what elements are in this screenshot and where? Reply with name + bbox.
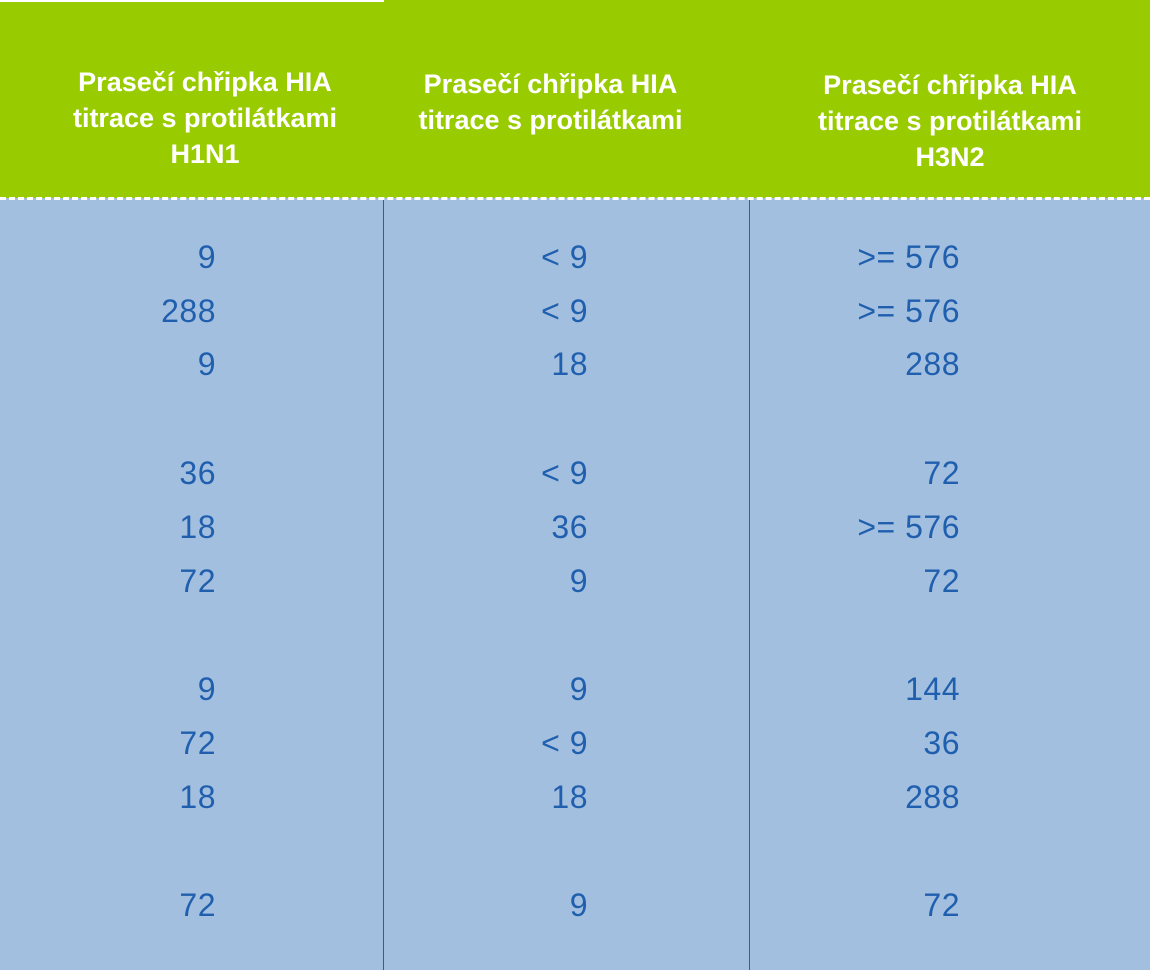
table-cell: 9	[569, 887, 588, 923]
column-middle-values: < 9 < 9 18 < 9 36 9 9 < 9 18 9	[0, 200, 588, 970]
table-cell: 18	[551, 779, 588, 815]
header-middle-line2: titrace s protilátkami	[418, 105, 683, 135]
table-cell: < 9	[541, 239, 588, 275]
header-h3n2: Prasečí chřipka HIA titrace s protilátka…	[750, 67, 1150, 175]
header-h1n1-line2: titrace s protilátkami	[72, 103, 338, 133]
column-h3n2-values: >= 576 >= 576 288 72 >= 576 72 144 36 288 72	[0, 200, 960, 970]
header-h3n2-line2: titrace s protilátkami	[817, 106, 1083, 136]
header-middle-line1: Prasečí chřipka HIA	[423, 69, 678, 99]
header-h1n1-line1: Prasečí chřipka HIA	[78, 67, 332, 97]
header-top-rule	[0, 0, 384, 2]
column-divider	[749, 200, 750, 970]
table-cell: < 9	[541, 293, 588, 329]
table-cell: 18	[179, 779, 216, 815]
header-dashed-divider	[0, 197, 1150, 200]
table-cell: 72	[179, 725, 216, 761]
table-cell: 72	[923, 455, 960, 491]
table-cell: 9	[569, 671, 588, 707]
table-cell: 36	[551, 509, 588, 545]
table-cell: < 9	[541, 455, 588, 491]
table-header: Prasečí chřipka HIA titrace s protilátka…	[0, 0, 1150, 200]
table-cell: 9	[569, 563, 588, 599]
table-cell: < 9	[541, 725, 588, 761]
table-cell: 288	[905, 346, 960, 382]
table-cell: 72	[923, 563, 960, 599]
table-cell: 144	[905, 671, 960, 707]
table-cell: 288	[905, 779, 960, 815]
table-cell: 36	[179, 455, 216, 491]
table-cell: 9	[197, 239, 216, 275]
column-divider	[383, 200, 384, 970]
table-cell: >= 576	[857, 293, 960, 329]
table-cell: 9	[197, 671, 216, 707]
table-cell: >= 576	[857, 509, 960, 545]
table-cell: 72	[923, 887, 960, 923]
table-cell: 72	[179, 563, 216, 599]
table-cell: 9	[197, 346, 216, 382]
table-cell: 72	[179, 887, 216, 923]
header-middle: Prasečí chřipka HIA titrace s protilátka…	[384, 66, 717, 138]
table-cell: 18	[179, 509, 216, 545]
header-h3n2-line3: H3N2	[915, 142, 985, 172]
column-h1n1-values: 9 288 9 36 18 72 9 72 18 72	[0, 200, 216, 970]
header-h3n2-line1: Prasečí chřipka HIA	[823, 70, 1077, 100]
header-h1n1-line3: H1N1	[170, 139, 240, 169]
table-cell: >= 576	[857, 239, 960, 275]
table-cell: 18	[551, 346, 588, 382]
table-cell: 288	[161, 293, 216, 329]
table-cell: 36	[923, 725, 960, 761]
header-h1n1: Prasečí chřipka HIA titrace s protilátka…	[0, 64, 410, 172]
